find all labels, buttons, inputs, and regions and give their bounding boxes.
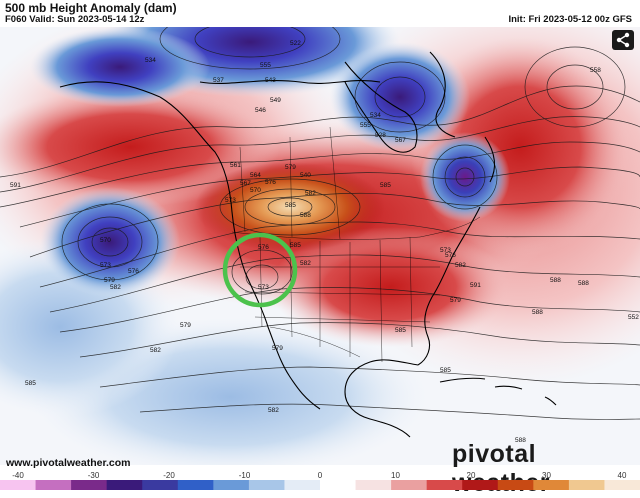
contour-label: 564 xyxy=(250,172,261,179)
colorbar-tick-label: -10 xyxy=(238,471,251,480)
contour-label: 558 xyxy=(590,67,601,74)
colorbar-tick-label: 0 xyxy=(317,471,323,480)
contour-label: 573 xyxy=(258,284,269,291)
contour-label: 528 xyxy=(375,132,386,139)
colorbar-tick-label: 10 xyxy=(391,471,400,480)
contour-label: 522 xyxy=(290,40,301,47)
website-link[interactable]: www.pivotalweather.com xyxy=(6,457,131,469)
contour-label: 576 xyxy=(265,179,276,186)
colorbar-swatch xyxy=(391,480,428,490)
colorbar-tick-label: 40 xyxy=(617,471,627,480)
contour-label: 582 xyxy=(305,190,316,197)
colorbar-swatch xyxy=(568,480,605,490)
colorbar-tick-label: -40 xyxy=(12,471,24,480)
colorbar-swatch xyxy=(248,480,285,490)
contour-label: 588 xyxy=(550,277,561,284)
contour-label: 543 xyxy=(265,77,276,84)
colorbar-tick-label: -30 xyxy=(87,471,100,480)
contour-label: 570 xyxy=(250,187,261,194)
colorbar-swatch xyxy=(0,480,37,490)
colorbar-swatch xyxy=(604,480,640,490)
valid-time: F060 Valid: Sun 2023-05-14 12z xyxy=(5,14,145,25)
contour-label: 588 xyxy=(300,212,311,219)
map-panel[interactable]: 534 555 522 537 543 546 549 561 564 567 570 573 576 5… xyxy=(0,27,640,465)
colorbar-swatch xyxy=(497,480,534,490)
contour-label: 534 xyxy=(370,112,381,119)
colorbar-swatch xyxy=(142,480,179,490)
share-icon xyxy=(616,32,630,48)
init-time: Init: Fri 2023-05-12 00z GFS xyxy=(508,14,632,25)
contour-label: 537 xyxy=(213,77,224,84)
contour-label: 555 xyxy=(360,122,371,129)
contour-label: 585 xyxy=(395,327,406,334)
contour-label: 540 xyxy=(300,172,311,179)
colorbar-swatch xyxy=(355,480,392,490)
contour-label: 582 xyxy=(300,260,311,267)
contour-label: 573 xyxy=(440,247,451,254)
contour-label: 579 xyxy=(272,345,283,352)
contour-label: 579 xyxy=(180,322,191,329)
contour-label: 546 xyxy=(255,107,266,114)
contour-label: 591 xyxy=(10,182,21,189)
contour-label: 576 xyxy=(445,252,456,259)
colorbar-swatch xyxy=(320,480,357,490)
contour-label: 585 xyxy=(285,202,296,209)
contour-label: 573 xyxy=(100,262,111,269)
contour-label: 585 xyxy=(380,182,391,189)
contour-label: 567 xyxy=(240,180,251,187)
header-bar: 500 mb Height Anomaly (dam) F060 Valid: … xyxy=(0,0,640,27)
contour-label: 567 xyxy=(395,137,406,144)
contour-label: 555 xyxy=(260,62,271,69)
colorbar-swatch xyxy=(106,480,143,490)
colorbar-swatch xyxy=(533,480,570,490)
share-button[interactable] xyxy=(612,30,634,50)
colorbar-swatch xyxy=(213,480,250,490)
contour-label: 585 xyxy=(290,242,301,249)
contour-label: 534 xyxy=(145,57,156,64)
contour-label: 591 xyxy=(470,282,481,289)
colorbar-tick-label: 30 xyxy=(542,471,551,480)
contour-label: 582 xyxy=(455,262,466,269)
colorbar-swatch xyxy=(462,480,499,490)
contour-label: 576 xyxy=(258,244,269,251)
contour-label: 561 xyxy=(230,162,241,169)
colorbar-swatch xyxy=(177,480,214,490)
contour-label: 588 xyxy=(578,280,589,287)
colorbar-swatch xyxy=(426,480,463,490)
contour-label: 582 xyxy=(110,284,121,291)
colorbar xyxy=(0,480,640,490)
contour-label: 579 xyxy=(450,297,461,304)
map-title: 500 mb Height Anomaly (dam) xyxy=(5,1,177,15)
contour-label: 585 xyxy=(25,380,36,387)
contour-label: 579 xyxy=(104,277,115,284)
colorbar-swatch xyxy=(71,480,108,490)
contour-label: 585 xyxy=(440,367,451,374)
contour-label: 552 xyxy=(628,314,639,321)
contour-label: 573 xyxy=(225,197,236,204)
contour-label: 588 xyxy=(515,437,526,444)
colorbar-swatch xyxy=(284,480,321,490)
contour-label: 582 xyxy=(150,347,161,354)
contour-label: 579 xyxy=(285,164,296,171)
contour-label: 588 xyxy=(532,309,543,316)
contour-label: 549 xyxy=(270,97,281,104)
contour-label: 570 xyxy=(100,237,111,244)
contour-label: 582 xyxy=(268,407,279,414)
colorbar-tick-label: 20 xyxy=(466,471,476,480)
contour-label: 576 xyxy=(128,268,139,275)
colorbar-swatch xyxy=(35,480,72,490)
highlight-circle xyxy=(222,232,298,308)
colorbar-tick-label: -20 xyxy=(163,471,175,480)
